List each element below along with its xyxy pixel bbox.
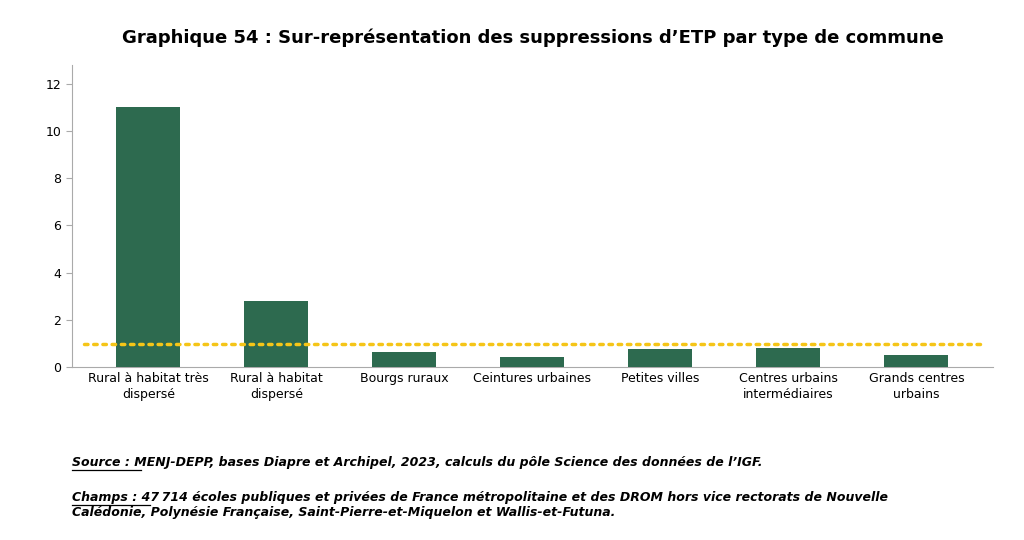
Bar [117, 107, 180, 367]
Text: Champs : 47 714 écoles publiques et privées de France métropolitaine et des DROM: Champs : 47 714 écoles publiques et priv… [72, 491, 888, 519]
Bar [245, 301, 308, 367]
Text: Source : MENJ-DEPP, bases Diapre et Archipel, 2023, calculs du pôle Science des : Source : MENJ-DEPP, bases Diapre et Arch… [72, 456, 762, 469]
Bar [885, 355, 948, 367]
Bar [501, 356, 564, 367]
Title: Graphique 54 : Sur-représentation des suppressions d’ETP par type de commune: Graphique 54 : Sur-représentation des su… [122, 28, 943, 46]
Bar [757, 348, 820, 367]
Bar [373, 352, 436, 367]
Bar [629, 349, 692, 367]
